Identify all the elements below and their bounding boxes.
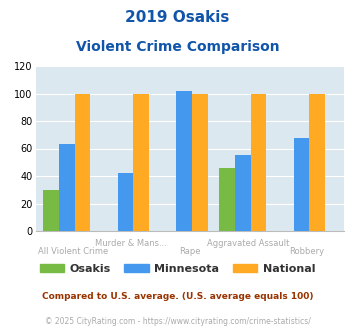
Legend: Osakis, Minnesota, National: Osakis, Minnesota, National <box>36 260 320 279</box>
Bar <box>235 155 251 231</box>
Text: Murder & Mans...: Murder & Mans... <box>95 239 167 248</box>
Text: All Violent Crime: All Violent Crime <box>38 247 108 256</box>
Bar <box>251 93 266 231</box>
Bar <box>294 138 309 231</box>
Bar <box>75 93 90 231</box>
Bar <box>192 93 208 231</box>
Text: © 2025 CityRating.com - https://www.cityrating.com/crime-statistics/: © 2025 CityRating.com - https://www.city… <box>45 317 310 326</box>
Bar <box>59 145 75 231</box>
Bar <box>118 173 133 231</box>
Bar <box>43 190 59 231</box>
Bar <box>176 91 192 231</box>
Text: Rape: Rape <box>179 247 201 256</box>
Bar <box>133 93 149 231</box>
Text: Aggravated Assault: Aggravated Assault <box>207 239 290 248</box>
Text: Compared to U.S. average. (U.S. average equals 100): Compared to U.S. average. (U.S. average … <box>42 292 313 301</box>
Bar <box>309 93 325 231</box>
Text: Robbery: Robbery <box>289 247 324 256</box>
Bar <box>219 168 235 231</box>
Text: Violent Crime Comparison: Violent Crime Comparison <box>76 40 279 53</box>
Text: 2019 Osakis: 2019 Osakis <box>125 10 230 25</box>
